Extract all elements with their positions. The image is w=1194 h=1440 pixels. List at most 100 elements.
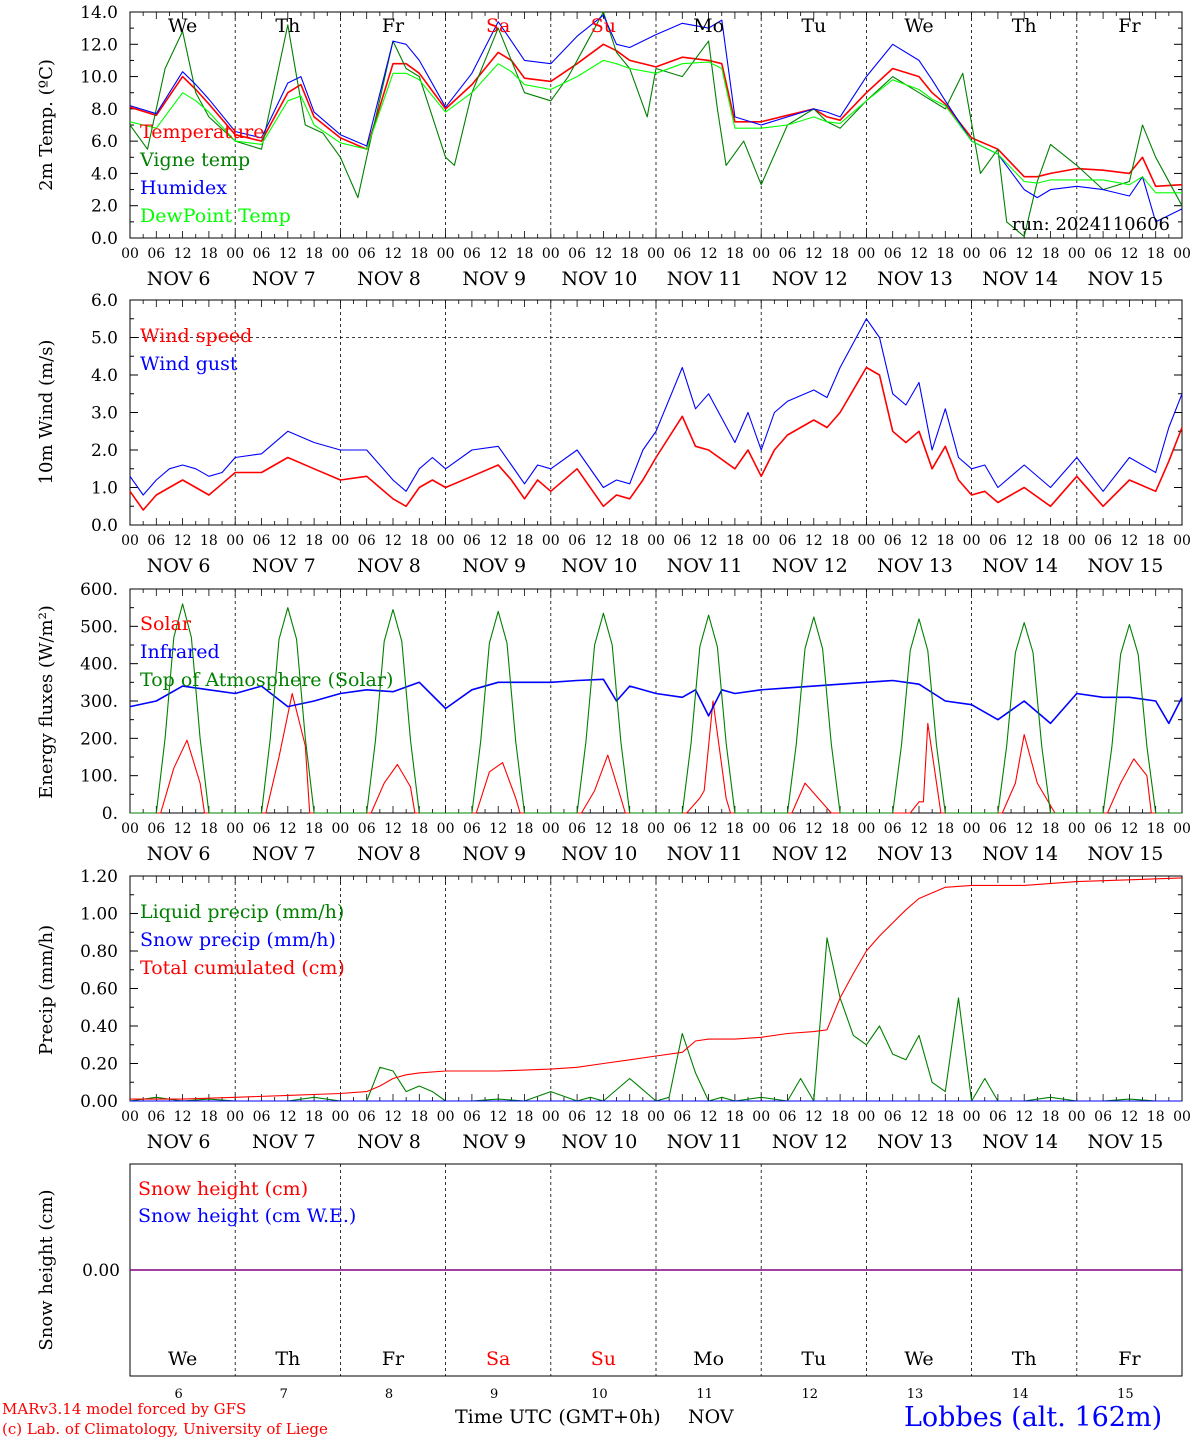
hour-tick-label: 06 [147,246,165,262]
hour-tick-label: 12 [1120,821,1138,837]
panel-5 [129,1163,1183,1377]
hour-tick-label: 06 [989,821,1007,837]
y-tick-label: 3.0 [91,404,118,424]
day-number-label: 10 [591,1387,608,1402]
y-tick-label: 300. [80,692,118,712]
hour-tick-label: 06 [463,1109,481,1125]
date-label: NOV 7 [252,1131,316,1153]
hour-tick-label: 00 [963,533,981,549]
hour-tick-label: 18 [621,821,639,837]
date-label: NOV 14 [982,1131,1058,1153]
date-label: NOV 14 [982,555,1058,577]
hour-tick-label: 18 [305,1109,323,1125]
hour-tick-label: 12 [594,246,612,262]
hour-tick-label: 12 [1120,533,1138,549]
legend-entry: Wind speed [140,325,252,347]
hour-tick-label: 06 [253,1109,271,1125]
hour-tick-label: 00 [226,1109,244,1125]
hour-tick-label: 00 [331,533,349,549]
hour-tick-label: 00 [542,246,560,262]
date-label: NOV 7 [252,843,316,865]
hour-tick-label: 00 [857,1109,875,1125]
series-line-wind-gust [129,318,1183,496]
date-label: NOV 9 [462,843,526,865]
weekday-label: We [904,1348,933,1370]
hour-tick-label: 00 [752,246,770,262]
date-label: NOV 8 [357,843,421,865]
weekday-label: Sa [486,1348,510,1370]
hour-tick-label: 18 [410,1109,428,1125]
hour-tick-label: 00 [1173,533,1191,549]
hour-tick-label: 06 [463,821,481,837]
date-label: NOV 10 [561,1131,637,1153]
hour-tick-label: 12 [805,533,823,549]
weekday-label: Sa [486,15,510,37]
date-label: NOV 10 [561,268,637,290]
hour-tick-label: 12 [279,246,297,262]
hour-tick-label: 06 [779,821,797,837]
y-tick-label: 0.0 [91,516,118,536]
hour-tick-label: 12 [805,246,823,262]
hour-tick-label: 06 [884,821,902,837]
hour-tick-label: 18 [726,246,744,262]
hour-tick-label: 12 [279,533,297,549]
hour-tick-label: 00 [647,1109,665,1125]
date-label: NOV 6 [147,555,211,577]
hour-tick-label: 06 [463,533,481,549]
hour-tick-label: 00 [1173,246,1191,262]
y-tick-label: 0.00 [82,1261,120,1281]
date-label: NOV 15 [1087,268,1163,290]
y-tick-label: 4.0 [91,366,118,386]
hour-tick-label: 12 [489,533,507,549]
hour-tick-label: 06 [253,246,271,262]
hour-tick-label: 06 [989,533,1007,549]
hour-tick-label: 12 [1015,533,1033,549]
weekday-label: Th [1012,15,1037,37]
y-tick-label: 0.00 [80,1092,118,1112]
y-tick-label: 5.0 [91,329,118,349]
day-number-label: 6 [174,1387,182,1402]
hour-tick-label: 06 [673,246,691,262]
panel-2 [129,299,1183,526]
legend-entry: Infrared [140,641,220,663]
date-label: NOV 8 [357,1131,421,1153]
y-tick-label: 0.40 [80,1017,118,1037]
hour-tick-label: 00 [1068,246,1086,262]
hour-tick-label: 00 [647,821,665,837]
legend-entry: Total cumulated (cm) [140,957,345,979]
hour-tick-label: 06 [779,246,797,262]
hour-tick-label: 00 [1068,1109,1086,1125]
hour-tick-label: 18 [410,533,428,549]
date-label: NOV 12 [772,1131,848,1153]
hour-tick-label: 00 [437,1109,455,1125]
date-label: NOV 9 [462,268,526,290]
date-label: NOV 11 [667,1131,743,1153]
hour-tick-label: 00 [437,821,455,837]
hour-tick-label: 12 [700,533,718,549]
hour-tick-label: 18 [726,821,744,837]
hour-tick-label: 00 [752,1109,770,1125]
hour-tick-label: 06 [884,246,902,262]
hour-tick-label: 06 [253,821,271,837]
hour-tick-label: 00 [963,821,981,837]
hour-tick-label: 00 [963,1109,981,1125]
panel-3 [129,588,1183,814]
series-line-humidex [129,14,1183,223]
hour-tick-label: 18 [831,246,849,262]
weekday-label: We [168,15,197,37]
date-label: NOV 11 [667,268,743,290]
weekday-label: Th [275,15,300,37]
date-label: NOV 6 [147,1131,211,1153]
hour-tick-label: 00 [857,533,875,549]
hour-tick-label: 18 [1042,821,1060,837]
date-label: NOV 7 [252,268,316,290]
series-line-temperature [129,43,1183,188]
hour-tick-label: 12 [384,246,402,262]
legend-entry: Solar [140,613,192,635]
hour-tick-label: 00 [437,246,455,262]
hour-tick-label: 00 [331,246,349,262]
hour-tick-label: 18 [305,246,323,262]
hour-tick-label: 06 [253,533,271,549]
